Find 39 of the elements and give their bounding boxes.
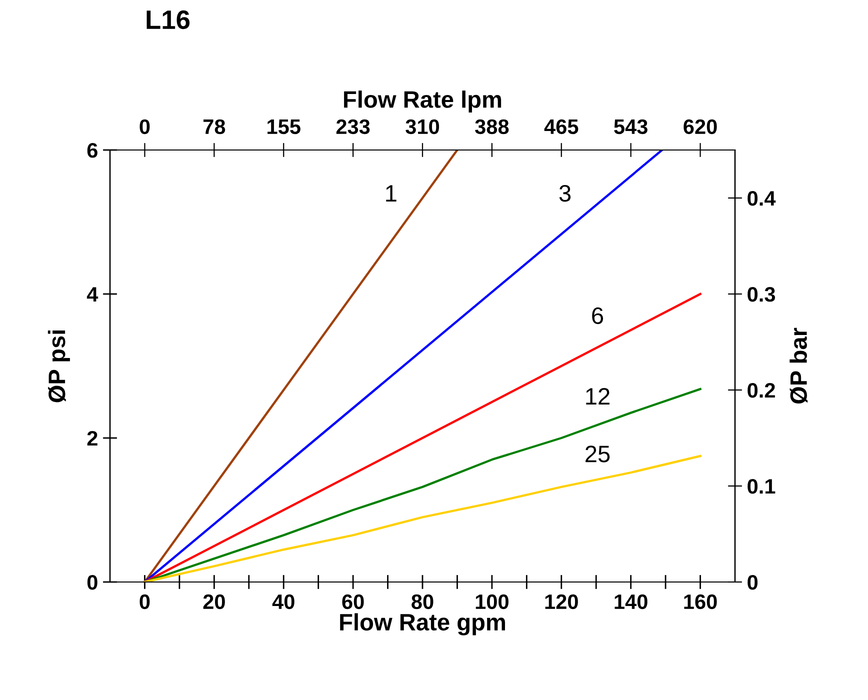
x-tick-label: 140 [614, 594, 648, 610]
y2-tick-label: 0.1 [748, 479, 776, 494]
x2-tick-label: 155 [268, 120, 300, 134]
x2-tick-label: 0 [140, 119, 150, 134]
y2-tick-label: 0.3 [748, 287, 776, 302]
series-label: 1 [386, 185, 396, 202]
series-label: 12 [586, 388, 610, 404]
x2-tick-label: 388 [475, 119, 509, 134]
line-series [144, 388, 702, 582]
series-label: 3 [559, 184, 571, 202]
x2-tick-label: 78 [203, 119, 226, 134]
x-axis-title: Flow Rate gpm [340, 613, 505, 636]
x-tick-label: 80 [412, 594, 434, 610]
x-tick-label: 120 [545, 594, 578, 610]
x-tick-label: 20 [203, 594, 225, 610]
y2-tick-label: 0 [748, 575, 758, 590]
x2-tick-label: 465 [544, 119, 578, 134]
y2-axis-title: ØP bar [790, 328, 808, 404]
line-series [144, 292, 702, 582]
x-tick-label: 160 [684, 594, 717, 610]
x2-tick-label: 233 [336, 119, 370, 134]
chart-title: L16 [146, 10, 190, 30]
series-label: 25 [586, 446, 610, 462]
y-tick-label: 6 [87, 143, 98, 158]
y2-tick-label: 0.2 [748, 383, 775, 398]
y2-tick-label: 0.4 [748, 191, 776, 206]
x2-tick-label: 543 [614, 119, 648, 134]
y-tick-label: 2 [87, 431, 98, 446]
x-tick-label: 100 [476, 594, 508, 610]
y-tick-label: 0 [87, 575, 98, 590]
x-tick-label: 60 [342, 594, 364, 610]
x2-tick-label: 620 [684, 119, 717, 134]
y-axis-title: ØP psi [48, 330, 70, 402]
series-label: 6 [592, 307, 604, 324]
x2-tick-label: 310 [406, 119, 440, 134]
x-tick-label: 0 [140, 594, 150, 610]
y-tick-label: 4 [86, 287, 98, 302]
x2-axis-title: Flow Rate lpm [344, 90, 502, 113]
x-tick-label: 40 [272, 594, 294, 610]
